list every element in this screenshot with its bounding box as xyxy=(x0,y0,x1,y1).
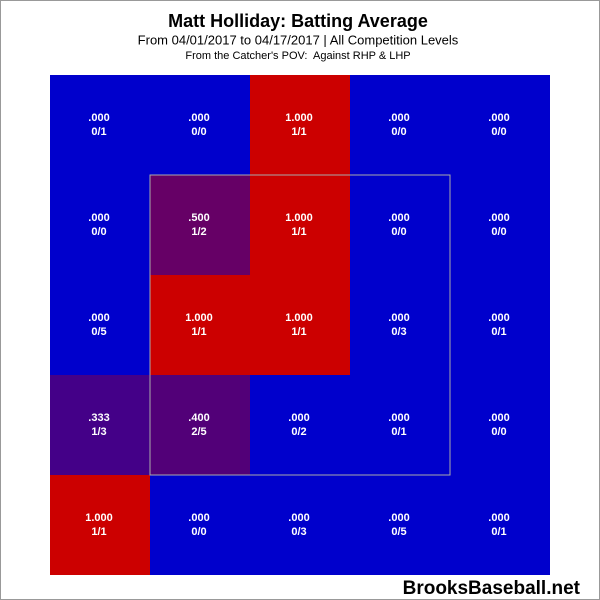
cell-value-label: .000 xyxy=(88,212,109,224)
chart-subtitle: From 04/01/2017 to 04/17/2017 | All Comp… xyxy=(138,32,459,47)
cell-value-label: .000 xyxy=(388,312,409,324)
cell-count-label: 1/1 xyxy=(291,226,306,238)
cell-value-label: .000 xyxy=(388,112,409,124)
cell-count-label: 0/1 xyxy=(491,326,506,338)
cell-value-label: .000 xyxy=(488,512,509,524)
cell-count-label: 1/1 xyxy=(291,326,306,338)
chart-title: Matt Holliday: Batting Average xyxy=(168,11,428,31)
cell xyxy=(450,275,550,375)
cell-count-label: 0/0 xyxy=(191,126,206,138)
cell-value-label: .000 xyxy=(88,312,109,324)
cell xyxy=(150,275,250,375)
cell-value-label: .000 xyxy=(388,512,409,524)
cell-value-label: 1.000 xyxy=(85,512,113,524)
cell-value-label: .000 xyxy=(188,112,209,124)
cell-count-label: 1/1 xyxy=(291,126,306,138)
cell xyxy=(450,475,550,575)
cell-count-label: 0/0 xyxy=(491,226,506,238)
cell-value-label: .000 xyxy=(388,412,409,424)
cell xyxy=(250,75,350,175)
cell-count-label: 1/3 xyxy=(91,426,106,438)
cell xyxy=(350,475,450,575)
chart-note: From the Catcher's POV: Against RHP & LH… xyxy=(185,50,410,62)
cell xyxy=(450,375,550,475)
cell xyxy=(450,75,550,175)
grid: .000 0/1 .000 0/0 1.000 1/1 .000 0/0 .000 0/0 .000… xyxy=(50,75,550,575)
cell xyxy=(150,375,250,475)
cell-count-label: 0/1 xyxy=(391,426,406,438)
cell xyxy=(450,175,550,275)
cell xyxy=(150,75,250,175)
cell-count-label: 0/5 xyxy=(91,326,106,338)
cell-value-label: .000 xyxy=(88,112,109,124)
cell xyxy=(350,175,450,275)
cell-count-label: 0/2 xyxy=(291,426,306,438)
cell-count-label: 0/0 xyxy=(391,226,406,238)
cell-value-label: .000 xyxy=(488,312,509,324)
cell xyxy=(350,75,450,175)
cell-value-label: .000 xyxy=(388,212,409,224)
cell-count-label: 1/1 xyxy=(191,326,206,338)
cell-count-label: 0/3 xyxy=(391,326,406,338)
cell xyxy=(250,175,350,275)
cell xyxy=(150,475,250,575)
cell-count-label: 0/0 xyxy=(491,426,506,438)
strike-zone xyxy=(149,174,451,476)
cell-value-label: .000 xyxy=(288,512,309,524)
cell xyxy=(50,475,150,575)
cell xyxy=(350,275,450,375)
cell xyxy=(250,375,350,475)
cell-value-label: 1.000 xyxy=(285,112,313,124)
cell-count-label: 0/1 xyxy=(491,526,506,538)
cell-count-label: 0/1 xyxy=(91,126,106,138)
cell-value-label: .000 xyxy=(488,412,509,424)
cell xyxy=(250,275,350,375)
cell-count-label: 0/0 xyxy=(91,226,106,238)
cell-value-label: .000 xyxy=(488,212,509,224)
cell-count-label: 2/5 xyxy=(191,426,206,438)
cell xyxy=(50,375,150,475)
cell xyxy=(50,175,150,275)
cell xyxy=(50,275,150,375)
cell xyxy=(350,375,450,475)
cell-count-label: 0/3 xyxy=(291,526,306,538)
cell-value-label: .000 xyxy=(288,412,309,424)
cell-value-label: .000 xyxy=(188,512,209,524)
cell-value-label: 1.000 xyxy=(285,312,313,324)
cell-count-label: 1/1 xyxy=(91,526,106,538)
cell-value-label: .500 xyxy=(188,212,209,224)
cell-value-label: 1.000 xyxy=(285,212,313,224)
cell-value-label: 1.000 xyxy=(185,312,213,324)
cell-value-label: .000 xyxy=(488,112,509,124)
cell-count-label: 0/0 xyxy=(191,526,206,538)
cell-count-label: 0/0 xyxy=(391,126,406,138)
cell-count-label: 1/2 xyxy=(191,226,206,238)
cell-count-label: 0/5 xyxy=(391,526,406,538)
cell xyxy=(50,75,150,175)
cell xyxy=(150,175,250,275)
watermark: BrooksBaseball.net xyxy=(403,578,581,599)
cell-value-label: .400 xyxy=(188,412,209,424)
cell-value-label: .333 xyxy=(88,412,109,424)
cell xyxy=(250,475,350,575)
cell-count-label: 0/0 xyxy=(491,126,506,138)
